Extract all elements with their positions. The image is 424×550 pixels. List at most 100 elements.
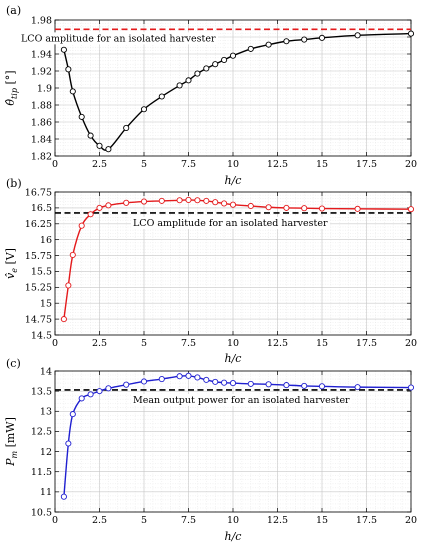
y-tick-label: 1.9 [37, 83, 52, 94]
data-point [407, 384, 415, 391]
data-point [301, 36, 308, 43]
data-point [158, 93, 165, 100]
data-point [318, 383, 326, 390]
data-point [69, 88, 76, 95]
y-tick-label: 1.88 [31, 100, 52, 111]
data-point [78, 113, 85, 120]
data-point [140, 198, 148, 205]
data-point [407, 30, 415, 37]
data-point [96, 388, 103, 395]
data-point [229, 201, 237, 208]
data-point [265, 204, 272, 211]
x-axis-label: h/c [225, 352, 242, 365]
y-axis-label-sub: m [10, 451, 19, 459]
data-point [65, 440, 72, 447]
data-point [87, 391, 94, 398]
data-point [176, 82, 183, 89]
y-tick-label: 1.82 [31, 151, 52, 162]
data-point [105, 202, 112, 209]
x-tick-label: 5 [141, 338, 147, 349]
data-point [194, 70, 201, 77]
y-tick-label: 14.5 [31, 330, 52, 341]
chart-panel-2: 0 2.5 5 7.5 10 12.5 15 17.5 20 14.5 14.75 15 15.25 15… [4, 177, 417, 365]
y-tick-label: 13.5 [31, 386, 52, 397]
x-tick-label: 17.5 [356, 515, 377, 526]
data-point [212, 199, 219, 206]
x-tick-label: 10 [227, 159, 239, 170]
data-point [123, 124, 130, 131]
data-point [105, 385, 112, 392]
data-point [65, 66, 72, 73]
data-point [247, 45, 254, 52]
x-tick-label: 10 [227, 515, 239, 526]
y-tick-label: 14 [40, 366, 52, 377]
data-point [60, 493, 67, 500]
data-point [194, 197, 201, 204]
x-tick-label: 20 [405, 515, 417, 526]
y-tick-label: 11 [40, 487, 52, 498]
data-point [221, 200, 228, 207]
data-point [123, 381, 130, 388]
reference-annotation: Mean output power for an isolated harves… [133, 395, 350, 406]
x-tick-label: 20 [405, 338, 417, 349]
data-point [87, 132, 94, 139]
chart-panel-1: 0 2.5 5 7.5 10 12.5 15 17.5 20 1.82 1.84 1.86 1.88 1.… [4, 4, 417, 187]
data-point [354, 205, 361, 212]
data-point [283, 204, 290, 211]
x-tick-label: 15 [316, 338, 328, 349]
data-point [140, 106, 148, 113]
data-point [69, 411, 76, 418]
panel-label: (b) [6, 177, 22, 190]
x-tick-label: 2.5 [92, 338, 107, 349]
data-point [229, 52, 237, 59]
x-tick-label: 12.5 [267, 338, 288, 349]
data-point [65, 282, 72, 289]
y-tick-label: 14.75 [25, 314, 52, 325]
y-axis-label-unit: [mW] [4, 417, 17, 451]
data-point [185, 77, 192, 84]
x-tick-label: 2.5 [92, 159, 107, 170]
data-point [354, 32, 361, 39]
y-tick-label: 1.84 [31, 134, 52, 145]
y-tick-label: 1.92 [31, 66, 52, 77]
y-axis-label-sub: e [10, 268, 19, 273]
y-axis-label-main: θ̂ [4, 99, 17, 106]
data-point [176, 373, 183, 380]
data-point [78, 395, 85, 402]
x-tick-label: 7.5 [181, 159, 196, 170]
data-point [60, 316, 67, 323]
data-point [221, 379, 228, 386]
x-tick-label: 12.5 [267, 159, 288, 170]
y-axis-label-sub: tip [10, 88, 19, 99]
reference-annotation: LCO amplitude for an isolated harvester [21, 33, 216, 44]
y-tick-label: 15.25 [25, 283, 52, 294]
x-tick-label: 17.5 [356, 159, 377, 170]
annotation-background [131, 216, 330, 229]
data-point [203, 197, 210, 204]
data-point [354, 384, 361, 391]
y-axis-label: θ̂tip [°] [4, 70, 19, 105]
data-point [78, 222, 85, 229]
y-tick-label: 16.25 [25, 219, 52, 230]
data-point [176, 197, 183, 204]
data-point [247, 380, 254, 387]
x-tick-label: 7.5 [181, 515, 196, 526]
x-tick-label: 5 [141, 159, 147, 170]
data-point [265, 41, 272, 48]
y-tick-label: 1.94 [31, 49, 52, 60]
y-tick-label: 12.5 [31, 427, 52, 438]
y-axis-label: Pm [mW] [4, 417, 19, 467]
x-tick-label: 20 [405, 159, 417, 170]
y-axis-label-unit: [°] [4, 70, 17, 88]
data-point [212, 378, 219, 385]
series-line [63, 32, 412, 151]
x-tick-label: 7.5 [181, 338, 196, 349]
y-tick-label: 13 [40, 407, 52, 418]
data-point [203, 65, 210, 72]
data-point [283, 38, 290, 45]
y-tick-label: 15 [40, 299, 52, 310]
data-point [212, 61, 219, 68]
x-tick-label: 0 [52, 159, 58, 170]
data-point [185, 372, 192, 379]
